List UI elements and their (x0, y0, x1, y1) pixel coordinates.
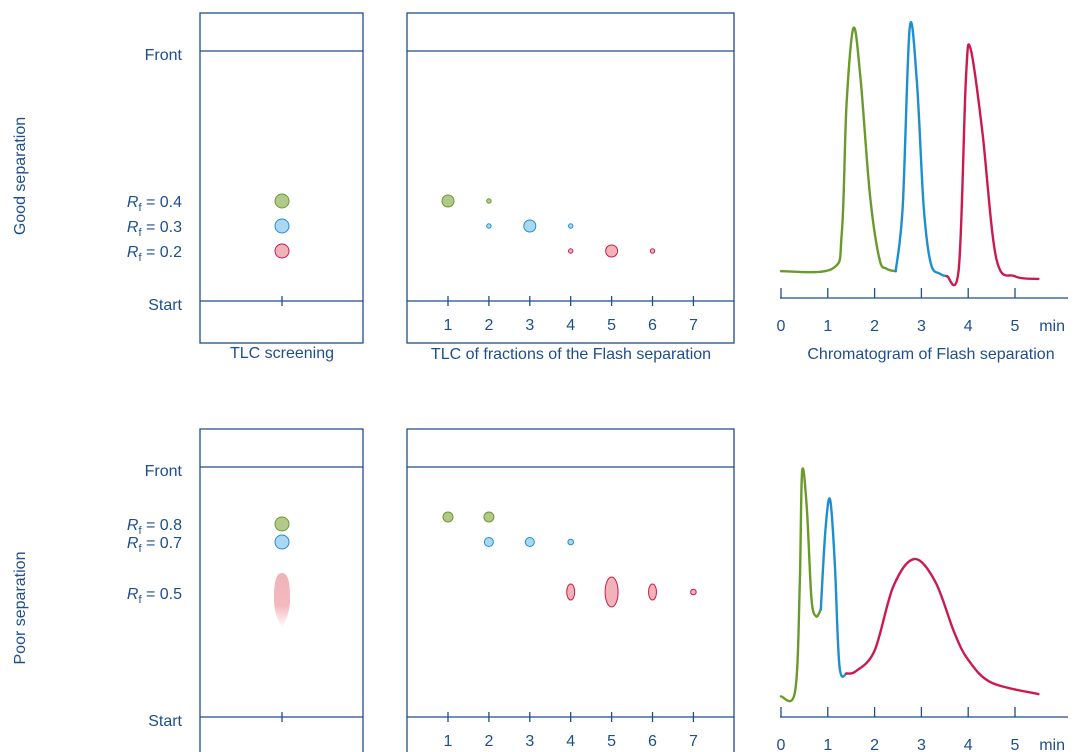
screening-spot-green (274, 193, 290, 209)
screening-spot-red (274, 243, 290, 259)
x-tick-label: 2 (870, 737, 879, 752)
screening-spot-blue (274, 534, 290, 550)
x-tick-label: 3 (917, 737, 926, 752)
caption-tlc-fractions: TLC of fractions of the Flash separation (431, 346, 711, 363)
x-tick-label: 1 (823, 737, 832, 752)
screening-spot-blue (274, 218, 290, 234)
fraction-ticks: 1 2 3 4 5 6 7 (444, 296, 698, 334)
x-tick-label: 1 (823, 318, 832, 335)
plate-frame (406, 428, 735, 752)
x-tick-label: 5 (1011, 318, 1020, 335)
plate-frame (199, 12, 364, 344)
fraction-spot-red (605, 244, 619, 258)
fraction-tick-label: 4 (566, 317, 575, 334)
side-label-good: Good separation (12, 117, 29, 235)
fraction-tick-label: 2 (484, 317, 493, 334)
series-line-blue (894, 21, 949, 278)
start-label: Start (148, 297, 182, 314)
fraction-ticks: 1 2 3 4 5 6 7 (444, 712, 698, 750)
x-tick-label: 3 (917, 318, 926, 335)
fraction-tick-label: 6 (648, 317, 657, 334)
rf-label-blue: Rf = 0.3 (127, 219, 182, 239)
fraction-tick-label: 3 (525, 733, 534, 750)
x-tick-label: 5 (1011, 737, 1020, 752)
fraction-spot-green (442, 511, 454, 523)
rf-label-green: Rf = 0.8 (127, 517, 182, 537)
rf-label-red: Rf = 0.5 (127, 586, 182, 606)
caption-chromatogram: Chromatogram of Flash separation (807, 346, 1054, 363)
fraction-spot-green (441, 194, 455, 208)
fraction-tick-label: 1 (444, 317, 453, 334)
fraction-spot-blue (486, 223, 492, 229)
fraction-spot-blue (567, 538, 575, 546)
chromatogram-lines (779, 21, 1040, 287)
fraction-spot-blue (568, 223, 574, 229)
chromatogram-poor: 0 1 2 3 4 5 min (777, 467, 1068, 752)
screening-spot-green (274, 516, 290, 532)
x-axis-ticks: 0 1 2 3 4 5 min (777, 288, 1065, 335)
tlc-fractions-plate-poor: 1 2 3 4 5 6 7 (406, 428, 735, 752)
fraction-spot-red (649, 248, 656, 254)
rf-label-blue: Rf = 0.7 (127, 535, 182, 555)
plate-frame (406, 12, 735, 344)
fraction-tick-label: 4 (566, 733, 575, 750)
fraction-spot-green (483, 511, 495, 523)
series-line-red (845, 557, 1040, 696)
rf-label-red: Rf = 0.2 (127, 244, 182, 264)
x-axis-ticks: 0 1 2 3 4 5 min (777, 707, 1065, 752)
series-line-green (779, 26, 897, 274)
plate-frame (199, 428, 364, 752)
chromatogram-good: 0 1 2 3 4 5 min (777, 21, 1068, 335)
fraction-tick-label: 5 (607, 317, 616, 334)
side-label-poor: Poor separation (12, 552, 29, 665)
x-tick-label: 4 (964, 737, 973, 752)
tlc-fractions-plate-good: 1 2 3 4 5 6 7 (406, 12, 735, 344)
row-poor: Poor separation Front Start Rf = 0.8 Rf … (12, 428, 1068, 752)
fraction-tick-label: 3 (525, 317, 534, 334)
fraction-spots (442, 511, 697, 608)
tlc-screening-plate-poor: Front Start Rf = 0.8 Rf = 0.7 Rf = 0.5 (127, 428, 364, 752)
series-line-red (945, 43, 1040, 287)
front-label: Front (145, 47, 183, 64)
series-line-blue (819, 497, 848, 678)
fraction-tick-label: 7 (689, 733, 698, 750)
start-label: Start (148, 713, 182, 730)
fraction-spot-red (568, 248, 574, 254)
fraction-tick-label: 1 (444, 733, 453, 750)
fraction-spot-blue (524, 537, 535, 547)
x-unit-label: min (1039, 318, 1065, 335)
fraction-spot-red (566, 583, 576, 601)
series-line-green (779, 467, 822, 703)
screening-spot-red-streak (274, 573, 290, 628)
fraction-tick-label: 6 (648, 733, 657, 750)
x-unit-label: min (1039, 737, 1065, 752)
caption-tlc-screening: TLC screening (230, 345, 334, 362)
fraction-spot-red (604, 576, 619, 608)
fraction-spot-blue (523, 219, 537, 233)
fraction-spots (441, 194, 656, 258)
chromatogram-lines (779, 467, 1040, 703)
row-good: Good separation Front Start Rf = 0.4 Rf … (12, 12, 1068, 363)
fraction-tick-label: 7 (689, 317, 698, 334)
fraction-spot-green (486, 198, 492, 204)
fraction-spot-red (690, 588, 697, 596)
x-tick-label: 0 (777, 737, 786, 752)
fraction-spot-red (648, 583, 657, 601)
fraction-tick-label: 2 (484, 733, 493, 750)
x-tick-label: 4 (964, 318, 973, 335)
fraction-spot-blue (483, 537, 494, 547)
fraction-tick-label: 5 (607, 733, 616, 750)
tlc-screening-plate-good: Front Start Rf = 0.4 Rf = 0.3 Rf = 0.2 (127, 12, 364, 344)
x-tick-label: 0 (777, 318, 786, 335)
rf-label-green: Rf = 0.4 (127, 194, 182, 214)
x-tick-label: 2 (870, 318, 879, 335)
front-label: Front (145, 463, 183, 480)
